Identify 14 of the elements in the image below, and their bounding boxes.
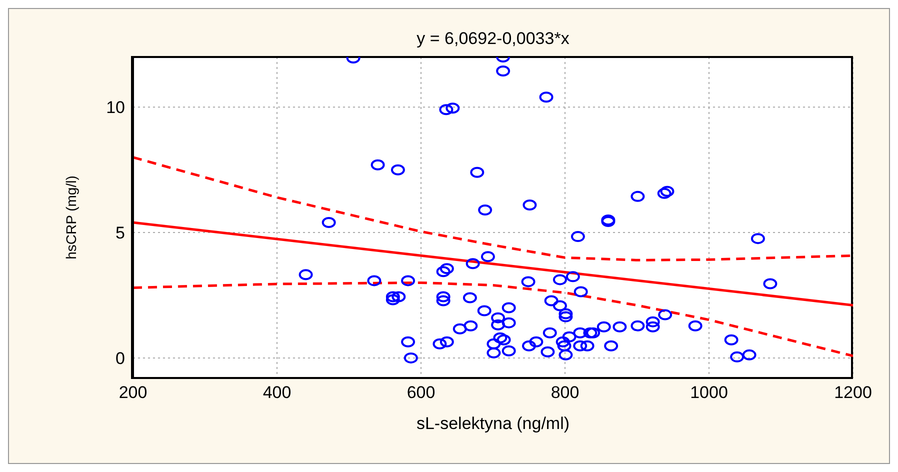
x-tick-label: 1200 — [834, 383, 872, 402]
y-tick-label: 0 — [116, 348, 125, 368]
chart-title: y = 6,0692-0,0033*x — [416, 29, 570, 49]
y-tick-label: 10 — [106, 98, 125, 118]
x-tick-label: 1000 — [690, 383, 728, 402]
x-tick-label: 600 — [406, 383, 436, 402]
y-tick-label: 5 — [116, 224, 125, 243]
x-tick-label: 800 — [550, 383, 580, 402]
x-axis-title: sL-selektyna (ng/ml) — [416, 414, 570, 433]
y-axis-title: hsCRP (mg/l) — [62, 176, 79, 260]
x-tick-label: 400 — [262, 383, 292, 402]
x-tick-label: 200 — [118, 383, 148, 402]
line-series — [133, 156, 853, 262]
line-series — [133, 281, 853, 358]
